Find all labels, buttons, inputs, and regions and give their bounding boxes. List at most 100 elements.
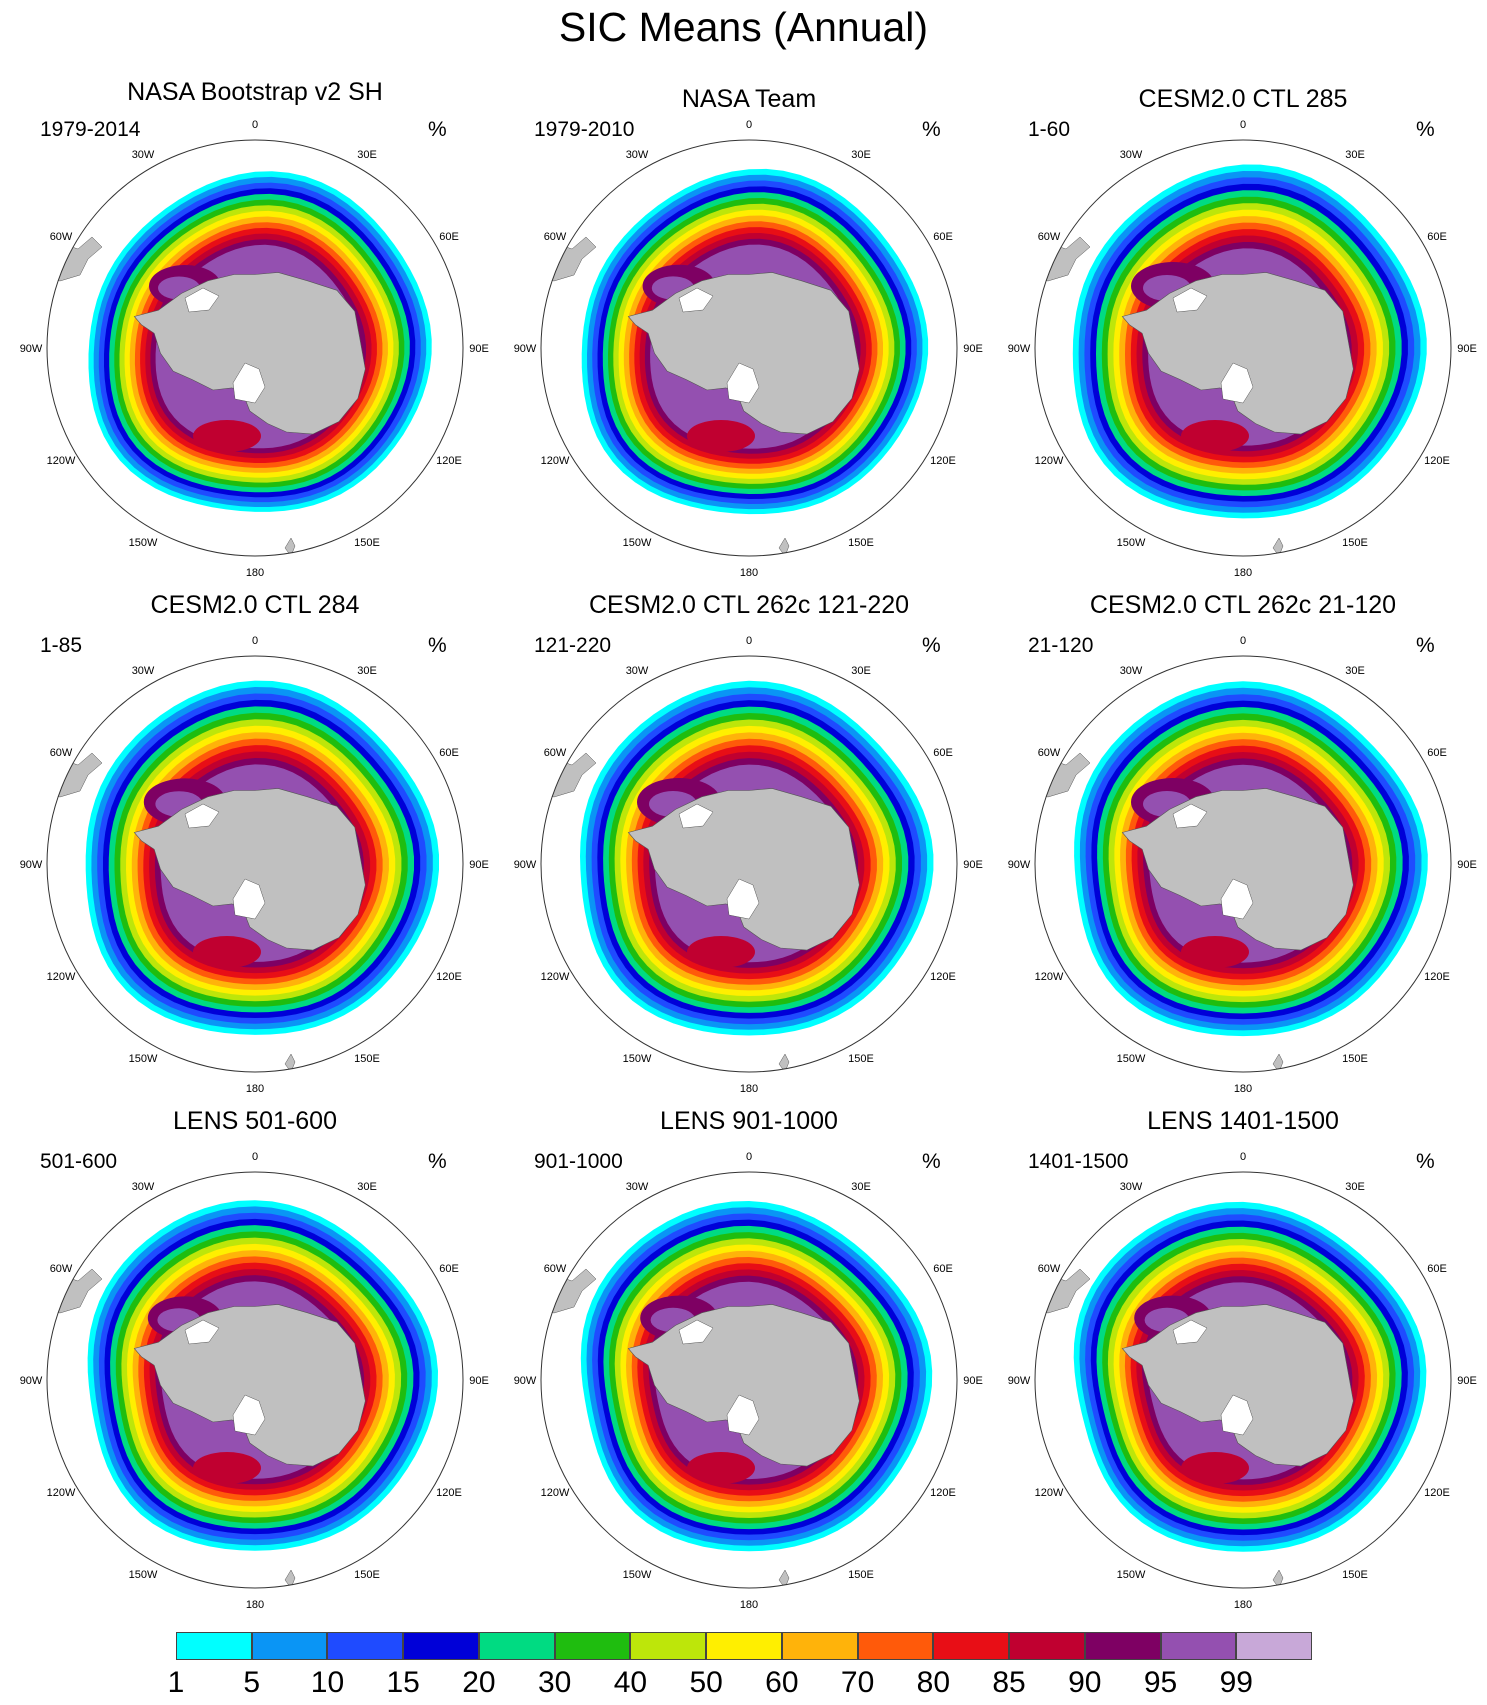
- longitude-label: 60W: [544, 747, 567, 759]
- panel-period: 901-1000: [534, 1150, 623, 1173]
- longitude-label: 120E: [1424, 455, 1450, 467]
- map-content: [1035, 1172, 1451, 1588]
- colorbar-swatch: [1160, 1632, 1237, 1660]
- longitude-label: 30W: [132, 665, 155, 677]
- longitude-label: 60W: [50, 231, 73, 243]
- colorbar-swatch: [554, 1632, 631, 1660]
- ice-shelf: [678, 803, 714, 829]
- polar-map: 0 30E 60E 90E 120E 150E 180 150W 120W 90W 60W 30W: [514, 635, 983, 1095]
- figure-title: SIC Means (Annual): [558, 4, 929, 50]
- ice-shelf: [184, 803, 220, 829]
- longitude-label: 120E: [436, 455, 462, 467]
- longitude-label: 90E: [469, 859, 489, 871]
- colorbar-swatch: [1084, 1632, 1161, 1660]
- ice-shelf: [232, 1394, 266, 1436]
- panel-period: 1-60: [1028, 118, 1071, 141]
- map-content: [1035, 140, 1451, 556]
- colorbar-tick-label: 15: [386, 1666, 420, 1699]
- longitude-label: 150E: [1342, 1569, 1368, 1581]
- longitude-label: 60E: [439, 1263, 459, 1275]
- longitude-label: 180: [740, 1599, 758, 1611]
- longitude-label: 90W: [514, 859, 537, 871]
- colorbar-swatch: [933, 1632, 1010, 1660]
- panel-title: CESM2.0 CTL 284: [150, 591, 360, 619]
- longitude-label: 150E: [354, 1569, 380, 1581]
- longitude-label: 90E: [963, 859, 983, 871]
- ice-shelf: [1172, 1319, 1208, 1345]
- longitude-label: 30W: [626, 665, 649, 677]
- colorbar-tick-label: 30: [537, 1666, 572, 1699]
- longitude-label: 60W: [1038, 1263, 1061, 1275]
- longitude-label: 90E: [1457, 1375, 1477, 1387]
- longitude-label: 180: [740, 1083, 758, 1095]
- longitude-label: 0: [746, 119, 752, 131]
- longitude-label: 120W: [47, 971, 76, 983]
- panel-unit: %: [922, 634, 941, 657]
- polar-map: 0 30E 60E 90E 120E 150E 180 150W 120W 90W 60W 30W: [514, 119, 983, 579]
- panel-title: LENS 901-1000: [660, 1107, 838, 1135]
- panel-unit: %: [1416, 118, 1435, 141]
- ice-shelf: [184, 287, 220, 313]
- longitude-label: 90W: [1008, 859, 1031, 871]
- polar-map: 0 30E 60E 90E 120E 150E 180 150W 120W 90W 60W 30W: [20, 1151, 489, 1611]
- panel-period: 501-600: [40, 1150, 118, 1173]
- panel-title: NASA Bootstrap v2 SH: [127, 78, 383, 106]
- map-content: [47, 1172, 463, 1588]
- map-panel: CESM2.0 CTL 284 1-85% 0 30E 60E 90E 120E 150E 18…: [20, 588, 490, 1095]
- longitude-label: 120W: [1035, 455, 1064, 467]
- map-panel: CESM2.0 CTL 262c 121-220 121-220% 0 30E 60E 9…: [514, 588, 984, 1095]
- longitude-label: 90E: [1457, 859, 1477, 871]
- polar-map: 0 30E 60E 90E 120E 150E 180 150W 120W 90W 60W 30W: [1008, 1151, 1477, 1611]
- colorbar-swatch: [403, 1632, 479, 1660]
- ice-shelf: [232, 878, 266, 920]
- map-panel: CESM2.0 CTL 285 1-60% 0 30E 60E 90E 120E 150E 18…: [1008, 72, 1478, 579]
- ice-shelf: [1220, 878, 1254, 920]
- longitude-label: 150W: [623, 1569, 652, 1581]
- longitude-label: 90W: [20, 859, 43, 871]
- panel-period: 121-220: [534, 634, 612, 657]
- colorbar-tick-label: 70: [840, 1666, 875, 1699]
- longitude-label: 60E: [439, 747, 459, 759]
- colorbar-swatch: [781, 1632, 858, 1660]
- longitude-label: 150W: [1117, 1569, 1146, 1581]
- colorbar-tick-label: 5: [243, 1666, 261, 1699]
- longitude-label: 60E: [933, 747, 953, 759]
- map-border: [46, 655, 464, 1073]
- longitude-label: 90W: [1008, 1375, 1031, 1387]
- panel-title: NASA Team: [681, 85, 817, 113]
- colorbar-swatch: [857, 1632, 934, 1660]
- longitude-label: 150W: [623, 1053, 652, 1065]
- panel-unit: %: [1416, 634, 1435, 657]
- longitude-label: 30W: [132, 1181, 155, 1193]
- panel-unit: %: [428, 118, 447, 141]
- ice-shelf: [726, 362, 760, 404]
- panel-unit: %: [922, 1150, 941, 1173]
- map-panel: NASA Bootstrap v2 SH 1979-2014% 0 30E 60E 90E…: [20, 72, 490, 579]
- longitude-label: 180: [1234, 567, 1252, 579]
- longitude-label: 150E: [354, 1053, 380, 1065]
- longitude-label: 30W: [1120, 665, 1143, 677]
- longitude-label: 90W: [1008, 343, 1031, 355]
- longitude-label: 150E: [1342, 537, 1368, 549]
- sic-band: [193, 1452, 261, 1484]
- longitude-label: 30E: [357, 1181, 377, 1193]
- colorbar-tick-label: 20: [462, 1666, 496, 1699]
- longitude-label: 60W: [544, 231, 567, 243]
- colorbar-tick-label: 60: [765, 1666, 799, 1699]
- colorbar-tick-label: 80: [916, 1666, 951, 1699]
- map-border: [46, 139, 464, 557]
- longitude-label: 0: [252, 1151, 258, 1163]
- longitude-label: 120E: [436, 971, 462, 983]
- longitude-label: 120E: [930, 455, 956, 467]
- longitude-label: 180: [246, 567, 264, 579]
- longitude-label: 180: [246, 1599, 264, 1611]
- longitude-label: 90E: [963, 343, 983, 355]
- longitude-label: 0: [252, 635, 258, 647]
- longitude-label: 0: [746, 1151, 752, 1163]
- longitude-label: 30E: [851, 149, 871, 161]
- colorbar-swatch: [630, 1632, 707, 1660]
- colorbar-tick-label: 1: [167, 1666, 185, 1699]
- longitude-label: 120W: [1035, 971, 1064, 983]
- ice-shelf: [1220, 362, 1254, 404]
- map-content: [47, 140, 463, 556]
